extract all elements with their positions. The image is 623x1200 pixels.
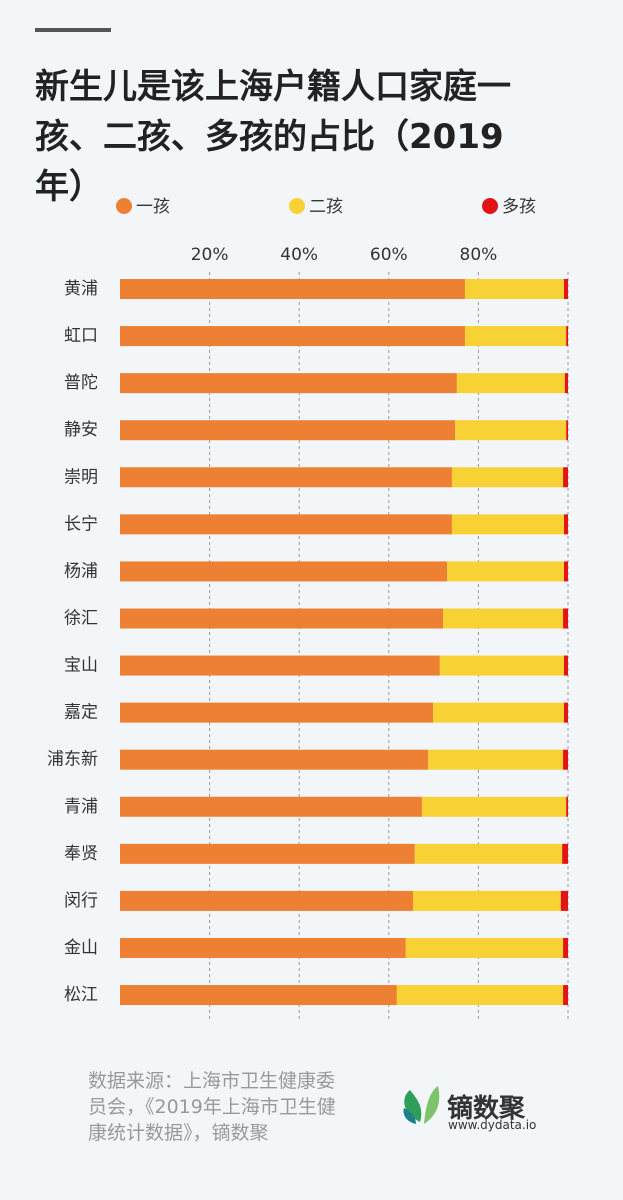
legend-label: 一孩 bbox=[136, 197, 170, 217]
bar-segment bbox=[120, 937, 406, 958]
bar-segment bbox=[120, 279, 465, 299]
x-tick-label: 80% bbox=[460, 245, 498, 265]
y-tick-label: 长宁 bbox=[64, 514, 98, 534]
logo-name: 镝数聚 bbox=[447, 1094, 526, 1124]
bar-segment bbox=[120, 749, 429, 770]
bar-segment bbox=[120, 561, 448, 582]
bar-segment bbox=[563, 749, 568, 770]
bar-segment bbox=[563, 702, 568, 723]
bar-segment bbox=[405, 937, 564, 958]
bar-segment bbox=[563, 514, 568, 535]
legend-swatch bbox=[116, 198, 132, 214]
source-note: 数据来源：上海市卫生健康委员会，《2019年上海市卫生健康统计数据》，镝数聚 bbox=[88, 1070, 336, 1144]
bar-segment bbox=[562, 843, 568, 864]
y-tick-label: 静安 bbox=[64, 420, 98, 440]
bar-segment bbox=[120, 843, 415, 864]
bar-segment bbox=[563, 655, 568, 676]
y-tick-label: 松江 bbox=[64, 985, 98, 1005]
bar-segment bbox=[563, 467, 568, 488]
bar-segment bbox=[455, 420, 567, 441]
bar-segment bbox=[563, 985, 568, 1006]
legend-swatch bbox=[482, 198, 498, 214]
bar-segment bbox=[443, 608, 564, 629]
bar-segment bbox=[566, 420, 568, 441]
bar-segment bbox=[120, 373, 457, 394]
y-tick-label: 奉贤 bbox=[64, 844, 98, 864]
legend-label: 多孩 bbox=[502, 197, 536, 217]
y-tick-label: 虹口 bbox=[64, 326, 98, 346]
bar-segment bbox=[464, 326, 567, 347]
bar-segment bbox=[560, 890, 568, 911]
bar-segment bbox=[396, 985, 564, 1006]
y-tick-label: 杨浦 bbox=[64, 561, 98, 581]
bar-segment bbox=[563, 279, 568, 299]
bar-segment bbox=[412, 890, 561, 911]
chart-title: 新生儿是该上海户籍人口家庭一孩、二孩、多孩的占比（2019年） bbox=[35, 67, 511, 207]
bar-segment bbox=[439, 655, 564, 676]
bar-segment bbox=[120, 514, 452, 535]
bar-segment bbox=[120, 796, 422, 817]
bar-segment bbox=[564, 373, 568, 394]
decor-bar bbox=[35, 28, 111, 32]
y-tick-label: 青浦 bbox=[64, 797, 98, 817]
y-tick-label: 嘉定 bbox=[64, 703, 98, 723]
bar-segment bbox=[447, 561, 564, 582]
y-tick-label: 浦东新 bbox=[47, 750, 98, 770]
bar-segment bbox=[414, 843, 563, 864]
y-tick-label: 黄浦 bbox=[64, 279, 98, 299]
legend-swatch bbox=[289, 198, 305, 214]
bar-segment bbox=[120, 702, 434, 723]
y-tick-label: 金山 bbox=[64, 938, 98, 958]
bar-segment bbox=[120, 985, 397, 1006]
bar-segment bbox=[566, 796, 568, 817]
bar-segment bbox=[120, 326, 465, 347]
bar-segment bbox=[120, 467, 452, 488]
bar-segment bbox=[451, 467, 564, 488]
bar-segment bbox=[433, 702, 564, 723]
bar-segment bbox=[120, 608, 444, 629]
x-tick-label: 60% bbox=[370, 245, 408, 265]
bar-segment bbox=[563, 561, 568, 582]
y-tick-label: 崇明 bbox=[64, 467, 98, 487]
x-tick-label: 20% bbox=[191, 245, 229, 265]
bar-segment bbox=[120, 890, 413, 911]
bar-segment bbox=[428, 749, 564, 770]
y-tick-label: 宝山 bbox=[64, 656, 98, 676]
bar-segment bbox=[563, 608, 568, 629]
bar-segment bbox=[421, 796, 567, 817]
legend-label: 二孩 bbox=[309, 197, 343, 217]
y-tick-label: 徐汇 bbox=[64, 608, 98, 628]
bar-segment bbox=[120, 655, 440, 676]
bar-segment bbox=[566, 326, 568, 347]
bar-segment bbox=[456, 373, 565, 394]
bar-segment bbox=[120, 420, 456, 441]
chart: 一孩 二孩 多孩 20% 40% 60% 80% 黄浦虹口普陀静安崇明长宁杨浦徐汇宝山嘉定浦东… bbox=[47, 197, 569, 1020]
bar-segment bbox=[451, 514, 564, 535]
y-tick-label: 普陀 bbox=[64, 373, 98, 393]
x-tick-label: 40% bbox=[280, 245, 318, 265]
y-tick-label: 闵行 bbox=[64, 891, 98, 911]
bar-segment bbox=[563, 937, 568, 958]
logo-url: www.dydata.io bbox=[448, 1118, 537, 1132]
bar-segment bbox=[464, 279, 564, 299]
